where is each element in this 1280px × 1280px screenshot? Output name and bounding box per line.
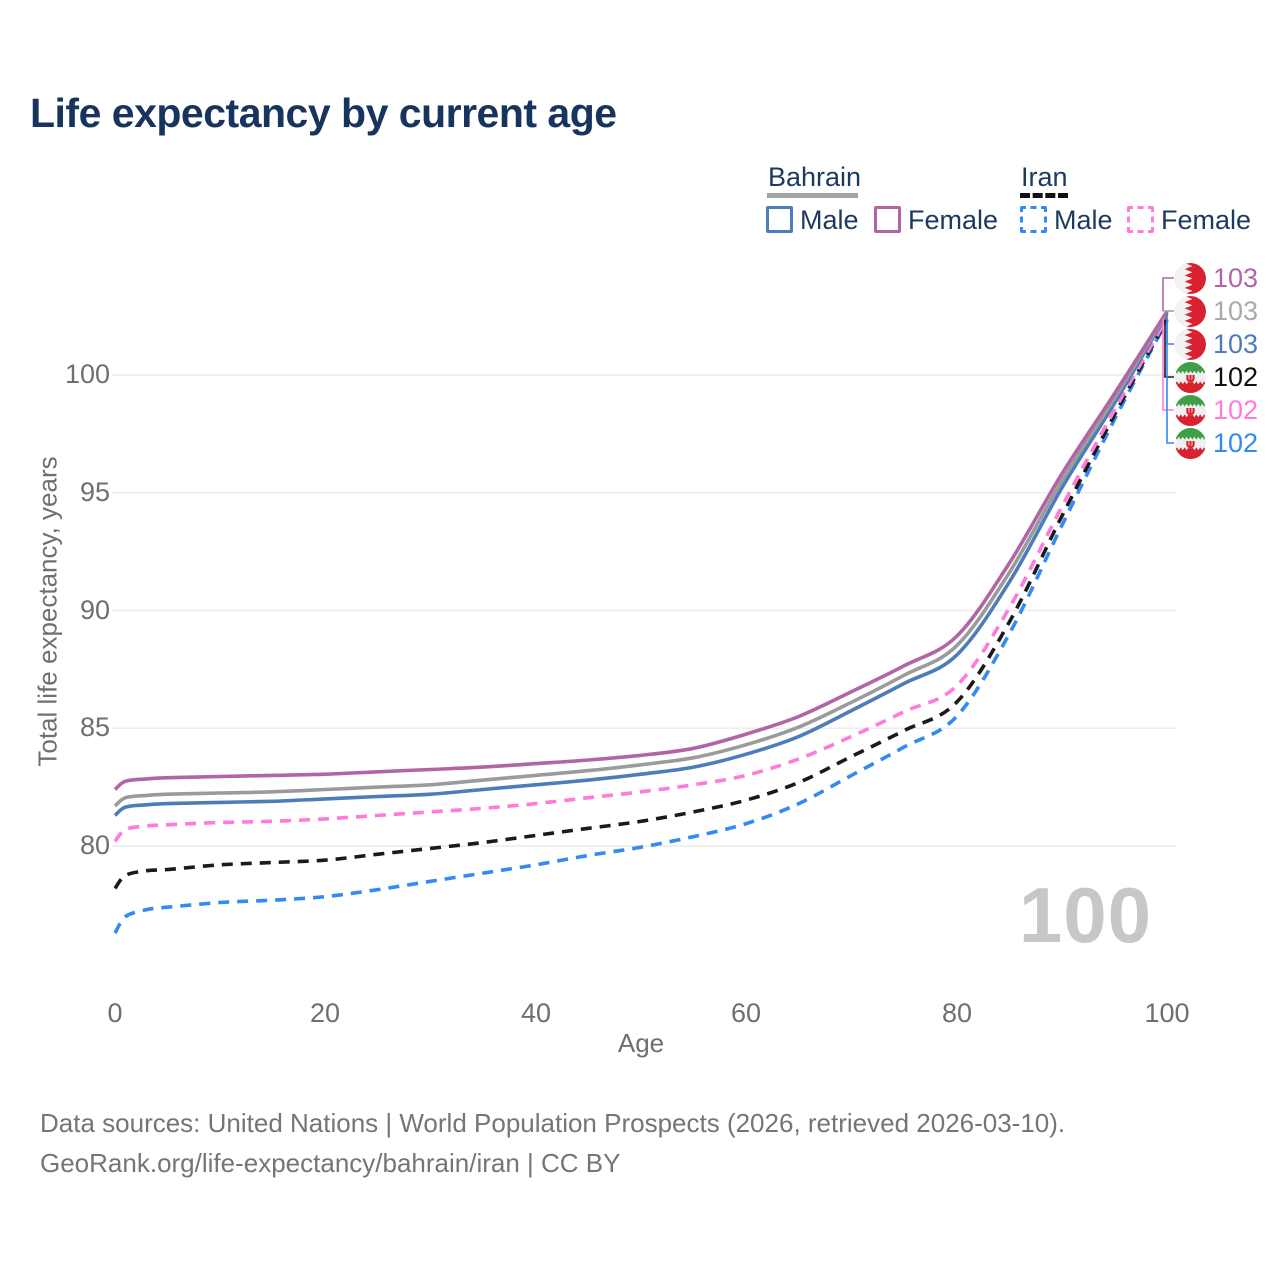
y-tick-80: 80	[79, 830, 110, 860]
end-label-row: 103	[1174, 262, 1280, 295]
legend-label-bahrain-female[interactable]: Female	[908, 205, 999, 235]
legend-group-bahrain-label: Bahrain	[768, 162, 862, 192]
x-tick-80: 80	[941, 998, 973, 1028]
end-value-iran-female: 102	[1213, 395, 1259, 425]
legend-label-iran-female[interactable]: Female	[1161, 205, 1252, 235]
end-label-row: 103	[1174, 328, 1280, 361]
x-tick-60: 60	[730, 998, 762, 1028]
end-label-row: 102	[1174, 427, 1280, 460]
end-value-iran-male: 102	[1213, 428, 1259, 458]
bahrain-flag-icon	[1174, 262, 1207, 295]
end-value-bahrain-male: 103	[1213, 329, 1259, 359]
x-tick-20: 20	[309, 998, 341, 1028]
legend-group-iran-label: Iran	[1021, 162, 1068, 192]
data-sources-text: Data sources: United Nations | World Pop…	[40, 1108, 1066, 1138]
legend-swatch-bahrain-male[interactable]	[766, 206, 793, 233]
legend-swatch-bahrain-female[interactable]	[874, 206, 901, 233]
legend-label-iran-male[interactable]: Male	[1054, 205, 1113, 235]
iran-flag-icon	[1174, 361, 1207, 394]
page-title: Life expectancy by current age	[30, 90, 617, 136]
gridlines	[112, 374, 1176, 847]
y-tick-90: 90	[79, 595, 110, 625]
bahrain-flag-icon	[1174, 295, 1207, 328]
iran-flag-icon	[1174, 427, 1207, 460]
y-tick-95: 95	[79, 477, 110, 507]
x-axis-title: Age	[617, 1028, 665, 1058]
end-value-bahrain-female: 103	[1213, 263, 1259, 293]
line-bahrain-male[interactable]	[113, 312, 1169, 817]
y-tick-85: 85	[79, 712, 110, 742]
end-value-bahrain-total: 103	[1213, 296, 1259, 326]
line-iran-total[interactable]	[113, 318, 1169, 890]
end-value-iran-total: 102	[1213, 362, 1259, 392]
leader-lines	[1162, 277, 1174, 444]
legend-swatch-iran-female[interactable]	[1127, 206, 1154, 233]
legend-iran-dashed-line-sample	[1020, 193, 1068, 198]
x-tick-100: 100	[1144, 998, 1190, 1028]
hovered-age-indicator: 100	[1018, 871, 1152, 959]
line-iran-male[interactable]	[113, 319, 1169, 935]
legend-bahrain-solid-line-sample	[767, 193, 858, 198]
iran-flag-icon	[1174, 394, 1207, 427]
end-label-row: 102	[1174, 394, 1280, 427]
x-tick-0: 0	[107, 998, 123, 1028]
x-tick-40: 40	[520, 998, 552, 1028]
attribution-url-text: GeoRank.org/life-expectancy/bahrain/iran…	[40, 1148, 621, 1178]
line-bahrain-total[interactable]	[113, 311, 1169, 808]
end-label-row: 102	[1174, 361, 1280, 394]
legend-label-bahrain-male[interactable]: Male	[800, 205, 859, 235]
end-label-row: 103	[1174, 295, 1280, 328]
line-bahrain-female[interactable]	[113, 310, 1169, 791]
bahrain-flag-icon	[1174, 328, 1207, 361]
y-tick-100: 100	[64, 359, 110, 389]
legend-swatch-iran-male[interactable]	[1020, 206, 1047, 233]
